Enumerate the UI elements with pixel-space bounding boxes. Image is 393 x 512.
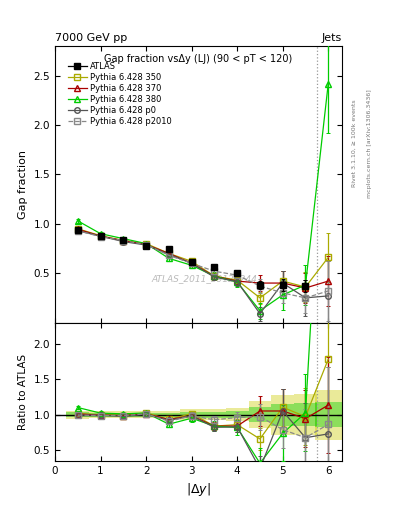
Bar [271,395,294,435]
Bar [248,401,271,428]
Bar [112,411,135,418]
Bar [89,413,112,417]
Bar [89,411,112,418]
Text: Jets: Jets [321,33,342,44]
Bar [180,410,203,420]
Bar [226,409,248,421]
Bar [294,403,317,426]
Bar [203,409,226,420]
Bar [112,413,135,417]
Bar [158,411,180,418]
Y-axis label: Gap fraction: Gap fraction [18,150,28,219]
Bar [158,413,180,417]
Bar [294,394,317,435]
Bar [314,390,342,439]
Bar [203,412,226,418]
Bar [135,412,158,418]
Legend: ATLAS, Pythia 6.428 350, Pythia 6.428 370, Pythia 6.428 380, Pythia 6.428 p0, Py: ATLAS, Pythia 6.428 350, Pythia 6.428 37… [65,58,175,130]
Bar [226,411,248,418]
Text: Rivet 3.1.10, ≥ 100k events: Rivet 3.1.10, ≥ 100k events [352,99,357,187]
Bar [66,411,89,419]
Bar [314,402,342,428]
Text: Gap fraction vsΔy (LJ) (90 < pT < 120): Gap fraction vsΔy (LJ) (90 < pT < 120) [104,54,293,65]
Bar [135,413,158,417]
Bar [248,407,271,422]
Y-axis label: Ratio to ATLAS: Ratio to ATLAS [18,354,28,430]
Bar [271,403,294,426]
X-axis label: $|\Delta y|$: $|\Delta y|$ [186,481,211,498]
Bar [66,413,89,417]
Text: ATLAS_2011_S9126244: ATLAS_2011_S9126244 [151,274,257,283]
Bar [180,412,203,418]
Text: mcplots.cern.ch [arXiv:1306.3436]: mcplots.cern.ch [arXiv:1306.3436] [367,89,373,198]
Text: 7000 GeV pp: 7000 GeV pp [55,33,127,44]
